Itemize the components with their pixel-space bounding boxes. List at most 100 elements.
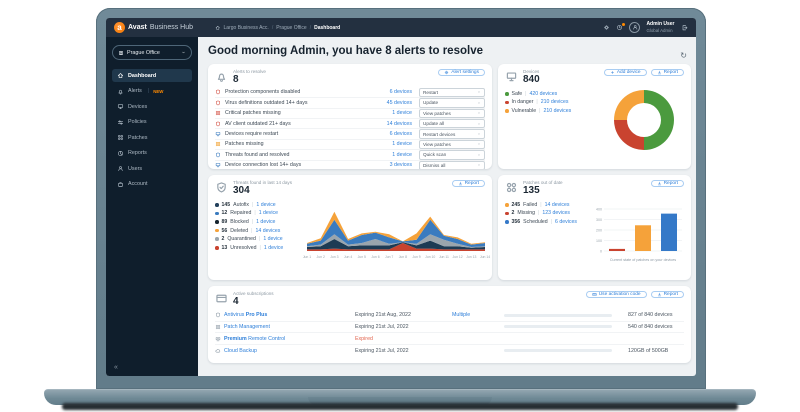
subscription-name-segment: Patch Management	[224, 323, 270, 330]
settings-gear-icon[interactable]	[603, 24, 610, 31]
sidebar-item-reports[interactable]: Reports	[112, 147, 192, 160]
subscription-name-link[interactable]: Cloud Backup	[215, 348, 355, 354]
legend-dot	[215, 203, 219, 207]
sidebar-item-users[interactable]: Users	[112, 162, 192, 175]
breadcrumb-separator: /	[309, 24, 312, 31]
legend-count: 2	[511, 210, 515, 217]
breadcrumb-item[interactable]: Dashboard	[314, 24, 341, 31]
legend-count: 245	[511, 201, 521, 208]
legend-devices-link[interactable]: 1 device	[258, 210, 279, 217]
patches-legend: 245 Failed | 14 devices 2 Missing | 123 …	[505, 202, 589, 225]
alert-action-value: Update	[423, 100, 439, 106]
alert-action-value: Restart devices	[423, 131, 456, 137]
notifications-icon[interactable]	[616, 22, 626, 31]
patches-report-button[interactable]: Report	[650, 180, 684, 187]
alert-action-select[interactable]: Update	[419, 98, 485, 108]
logout-icon[interactable]	[681, 24, 689, 32]
alert-devices-link[interactable]: 1 device	[392, 110, 412, 117]
threats-count: 304	[233, 185, 250, 197]
brand[interactable]: a Avast Business Hub	[114, 22, 193, 33]
subscription-list: Antivirus Pro Plus Expiring 21st Aug, 20…	[215, 310, 684, 356]
alerts-card: Alerts to resolve 8 Alert settings	[208, 64, 492, 169]
legend-devices-link[interactable]: 1 device	[256, 218, 276, 225]
alert-devices-link[interactable]: 6 devices	[389, 89, 412, 96]
collapse-sidebar-icon[interactable]: «	[114, 364, 118, 371]
legend-devices-link[interactable]: 123 devices	[542, 210, 571, 217]
sidebar-item-policies[interactable]: Policies	[112, 116, 192, 129]
alert-action-value: Update all	[423, 121, 445, 127]
legend-devices-link[interactable]: 14 devices	[255, 227, 281, 234]
refresh-icon[interactable]: ↻	[680, 51, 687, 60]
sidebar-item-alerts[interactable]: Alerts | NEW	[112, 85, 192, 98]
subscriptions-count: 4	[233, 296, 239, 308]
alert-label: Protection components disabled	[225, 89, 301, 96]
devices-card-title: Devices	[523, 69, 540, 74]
svg-text:Jun 3: Jun 3	[330, 255, 338, 259]
legend-count: 13	[221, 244, 228, 251]
org-selector[interactable]: Prague Office	[112, 45, 192, 60]
add-device-button[interactable]: Add device	[603, 69, 647, 76]
sidebar-item-account[interactable]: Account	[112, 178, 192, 191]
use-activation-code-button[interactable]: Use activation code	[585, 291, 647, 298]
patches-icon	[505, 181, 518, 194]
legend-label: Blocked	[230, 218, 249, 225]
chevron-down-icon	[477, 142, 481, 146]
chevron-down-icon	[477, 132, 481, 136]
subscription-name-link[interactable]: Antivirus Pro Plus	[215, 312, 355, 318]
alert-devices-link[interactable]: 6 devices	[389, 131, 412, 138]
devices-report-button[interactable]: Report	[650, 69, 684, 76]
subscription-name: Antivirus Pro Plus	[224, 312, 267, 318]
devices-report-label: Report	[663, 70, 678, 75]
alert-action-select[interactable]: Restart devices	[419, 129, 485, 139]
svg-text:Jun 13: Jun 13	[466, 255, 476, 259]
legend-devices-link[interactable]: 1 device	[263, 244, 284, 251]
laptop-notch	[308, 397, 492, 405]
legend-label: Safe	[511, 90, 523, 97]
sidebar-item-patches[interactable]: Patches	[112, 131, 192, 144]
sidebar-item-devices[interactable]: Devices	[112, 100, 192, 113]
subscription-multiple-link[interactable]: Multiple	[452, 312, 471, 319]
sidebar-item-label: Policies	[128, 119, 147, 125]
alert-action-select[interactable]: Dismiss all	[419, 160, 485, 169]
legend-devices-link[interactable]: 6 devices	[555, 218, 577, 225]
alert-action-select[interactable]: View patches	[419, 108, 485, 118]
subscriptions-report-button[interactable]: Report	[650, 291, 684, 298]
alert-devices-link[interactable]: 45 devices	[386, 99, 412, 106]
alert-action-value: Quick scan	[423, 152, 447, 158]
user-block[interactable]: Admin User Global Admin	[646, 21, 674, 33]
legend-devices-link[interactable]: 210 devices	[540, 99, 569, 106]
breadcrumb-item[interactable]: Prague Office	[276, 24, 307, 31]
alert-settings-button[interactable]: Alert settings	[438, 69, 485, 76]
avatar[interactable]	[629, 22, 641, 33]
alert-devices-link[interactable]: 3 devices	[389, 162, 412, 169]
legend-devices-link[interactable]: 1 device	[263, 236, 283, 243]
legend-devices-link[interactable]: 420 devices	[529, 90, 558, 97]
breadcrumb-item[interactable]: Largo Business Acc.	[223, 24, 269, 31]
legend-count: 356	[511, 218, 521, 225]
alert-action-select[interactable]: View patches	[419, 139, 485, 150]
legend-devices-link[interactable]: 14 devices	[544, 201, 570, 208]
subscription-name-segment: Pro Plus	[245, 312, 268, 319]
legend-devices-link[interactable]: 1 device	[256, 201, 276, 208]
alert-action-select[interactable]: Quick scan	[419, 150, 485, 160]
alert-action-select[interactable]: Restart	[419, 87, 485, 98]
alert-devices-link[interactable]: 1 device	[392, 141, 412, 148]
devices-legend: Safe | 420 devices In danger | 210 devic…	[505, 91, 571, 114]
sidebar-item-dashboard[interactable]: Dashboard	[112, 69, 192, 82]
sidebar-item-icon	[117, 165, 124, 172]
subscription-name-link[interactable]: Patch Management	[215, 324, 355, 330]
legend-row: In danger | 210 devices	[505, 99, 571, 105]
alert-devices-link[interactable]: 1 device	[392, 151, 412, 158]
gear-icon	[444, 70, 449, 75]
legend-separator: |	[251, 218, 254, 225]
alert-devices-link[interactable]: 14 devices	[386, 120, 412, 127]
building-icon	[118, 50, 124, 56]
legend-devices-link[interactable]: 210 devices	[543, 107, 572, 114]
alert-action-select[interactable]: Update all	[419, 118, 485, 129]
subscription-name: Cloud Backup	[224, 348, 257, 354]
legend-count: 2	[221, 236, 225, 243]
svg-text:Jun 10: Jun 10	[425, 255, 435, 259]
threats-report-button[interactable]: Report	[451, 180, 485, 187]
subscription-name-link[interactable]: Premium Remote Control	[215, 336, 355, 342]
legend-separator: |	[259, 244, 261, 251]
